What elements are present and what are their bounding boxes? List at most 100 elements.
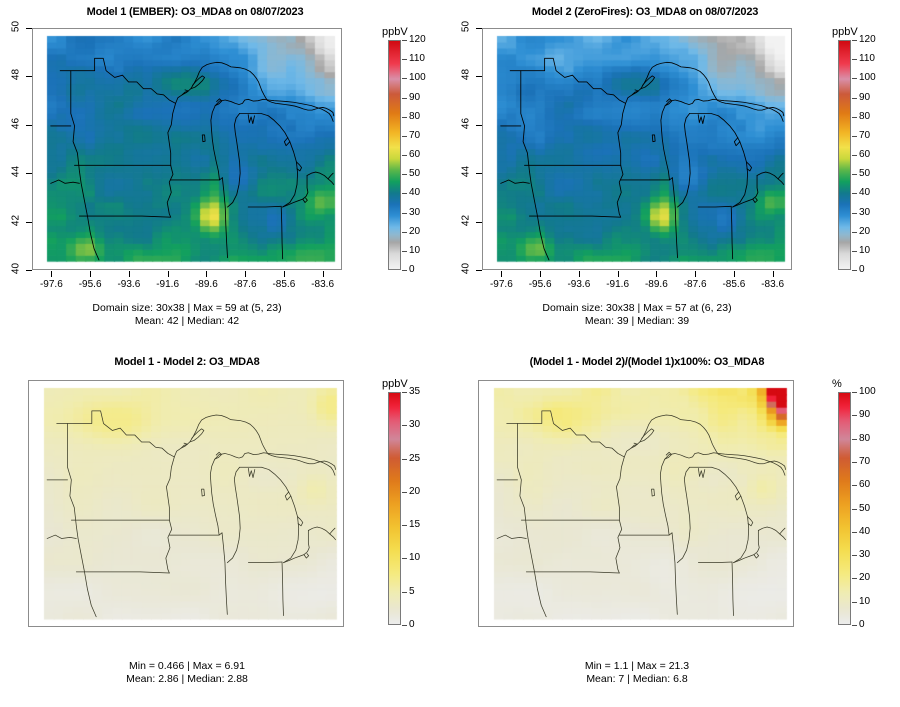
x-axis-tick <box>283 271 285 277</box>
y-axis-tick <box>476 173 482 175</box>
panel-percent-difference-raster <box>479 381 793 626</box>
colorbar-tick-label: 10 <box>859 595 871 607</box>
colorbar-tick <box>402 591 407 593</box>
colorbar-tick <box>852 59 857 61</box>
colorbar-tick-label: 110 <box>409 53 425 65</box>
colorbar-tick-label: 90 <box>859 409 871 421</box>
colorbar-tick <box>402 558 407 560</box>
colorbar-tick-label: 10 <box>859 244 871 256</box>
colorbar-tick-label: 80 <box>859 110 871 122</box>
panel-difference-title: Model 1 - Model 2: O3_MDA8 <box>114 356 260 368</box>
colorbar-tick-label: 120 <box>859 34 876 45</box>
x-axis-tick-label: -83.6 <box>311 279 335 290</box>
panel-difference: Model 1 - Model 2: O3_MDA8 Min = 0.466 |… <box>0 350 450 707</box>
x-axis-tick <box>540 271 542 277</box>
panel-difference-colorbar-unit: ppbV <box>382 378 408 390</box>
colorbar-tick <box>852 231 857 233</box>
panel-model2-title: Model 2 (ZeroFires): O3_MDA8 on 08/07/20… <box>531 6 759 18</box>
colorbar-tick <box>852 438 857 440</box>
colorbar-tick <box>402 392 407 393</box>
y-axis-tick-label: 48 <box>10 69 22 81</box>
colorbar-tick <box>852 40 857 41</box>
panel-percent-difference-map[interactable] <box>478 380 794 627</box>
x-axis-tick <box>772 271 774 277</box>
colorbar-tick <box>852 193 857 195</box>
panel-percent-difference-colorbar-unit: % <box>832 378 842 390</box>
colorbar-tick-label: 60 <box>859 149 871 160</box>
colorbar-tick-label: 80 <box>409 110 421 122</box>
colorbar-tick <box>852 97 857 99</box>
x-axis-tick-label: -93.6 <box>117 279 141 290</box>
y-axis-tick <box>26 124 32 126</box>
x-axis-tick <box>578 271 580 277</box>
panel-model1-title: Model 1 (EMBER): O3_MDA8 on 08/07/2023 <box>86 6 304 18</box>
x-axis-tick-label: -91.6 <box>606 279 630 290</box>
colorbar-tick <box>402 231 407 233</box>
colorbar-tick-label: 10 <box>409 552 421 564</box>
colorbar-tick-label: 30 <box>409 206 421 218</box>
panel-difference-colorbar[interactable]: ppbV 0 5 10 15 20 25 30 35 <box>378 378 450 630</box>
y-axis-tick-label: 40 <box>460 262 472 275</box>
x-axis-tick-label: -89.6 <box>194 279 218 290</box>
colorbar-tick <box>852 601 857 603</box>
x-axis-tick-label: -89.6 <box>644 279 668 290</box>
colorbar-tick-label: 40 <box>409 187 421 199</box>
y-axis-tick-label: 44 <box>460 166 472 178</box>
colorbar-tick <box>852 116 857 118</box>
x-axis-tick-label: -97.6 <box>39 279 63 290</box>
panel-percent-difference-colorbar[interactable]: % 0 10 20 30 40 50 60 70 80 90 100 <box>828 378 900 630</box>
panel-model2-map[interactable] <box>482 28 792 270</box>
colorbar-tick-label: 100 <box>409 72 426 84</box>
panel-difference-map[interactable] <box>28 380 344 627</box>
colorbar-tick <box>402 458 407 460</box>
y-axis-tick <box>476 270 482 271</box>
x-axis-tick-label: -97.6 <box>489 279 513 290</box>
colorbar-tick-label: 0 <box>859 264 865 275</box>
panel-model1-map[interactable] <box>32 28 342 270</box>
colorbar-tick-label: 70 <box>859 455 871 467</box>
colorbar-tick <box>852 155 857 156</box>
colorbar-tick <box>402 135 407 137</box>
panel-model2-colorbar-unit: ppbV <box>832 26 858 38</box>
panel-model1-colorbar-gradient <box>388 40 401 270</box>
colorbar-tick <box>852 461 857 463</box>
panel-percent-difference-caption-line2: Mean: 7 | Median: 6.8 <box>586 673 688 685</box>
colorbar-tick-label: 35 <box>409 386 421 397</box>
colorbar-tick-label: 30 <box>859 549 871 561</box>
colorbar-tick <box>402 425 407 427</box>
colorbar-tick <box>852 392 857 393</box>
y-axis-tick-label: 42 <box>460 214 472 226</box>
colorbar-tick-label: 20 <box>859 225 871 237</box>
x-axis-tick-label: -91.6 <box>156 279 180 290</box>
colorbar-tick-label: 5 <box>409 585 415 597</box>
x-axis-tick <box>206 271 208 277</box>
colorbar-tick-label: 0 <box>409 264 415 275</box>
panel-percent-difference-caption-line1: Min = 1.1 | Max = 21.3 <box>584 660 690 672</box>
panel-model2-caption-line1: Domain size: 30x38 | Max = 57 at (6, 23) <box>542 302 732 314</box>
colorbar-tick-label: 60 <box>409 149 421 160</box>
y-axis-tick <box>26 221 32 223</box>
colorbar-tick-label: 70 <box>859 129 871 141</box>
panel-difference-caption-line1: Min = 0.466 | Max = 6.91 <box>129 660 245 672</box>
y-axis-tick <box>476 124 482 126</box>
colorbar-tick-label: 20 <box>859 572 871 584</box>
panel-model2-colorbar[interactable]: ppbV 0 10 20 30 40 50 60 70 80 90 100 110 120 <box>828 26 900 275</box>
panel-percent-difference-colorbar-gradient <box>838 392 851 625</box>
panel-model2-caption-line2: Mean: 39 | Median: 39 <box>584 315 690 327</box>
colorbar-tick-label: 25 <box>409 452 421 464</box>
colorbar-tick <box>852 555 857 557</box>
colorbar-tick <box>852 174 857 176</box>
panel-percent-difference: (Model 1 - Model 2)/(Model 1)x100%: O3_M… <box>450 350 900 707</box>
panel-model1-colorbar[interactable]: ppbV 0 10 20 30 40 50 60 70 80 90 100 110 120 <box>378 26 450 275</box>
y-axis-tick <box>476 221 482 223</box>
colorbar-tick <box>852 270 857 271</box>
colorbar-tick <box>402 270 407 271</box>
colorbar-tick <box>852 508 857 510</box>
y-axis-tick <box>26 270 32 271</box>
panel-percent-difference-title: (Model 1 - Model 2)/(Model 1)x100%: O3_M… <box>529 356 765 368</box>
colorbar-tick-label: 100 <box>859 72 876 84</box>
colorbar-tick-label: 40 <box>859 525 871 537</box>
colorbar-tick <box>402 491 407 493</box>
colorbar-tick-label: 50 <box>859 502 871 514</box>
